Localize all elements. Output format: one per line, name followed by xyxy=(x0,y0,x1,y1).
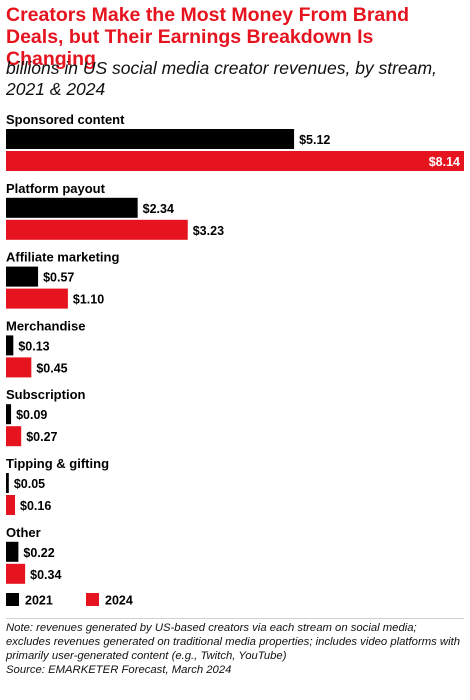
legend-label-2021: 2021 xyxy=(25,594,53,608)
bar-subscription-2024 xyxy=(6,426,22,447)
legend-swatch-2021 xyxy=(6,593,19,606)
bar-platform-payout-2021 xyxy=(6,197,138,218)
data-label-sponsored-content-2021: $5.12 xyxy=(299,133,330,147)
data-label-tipping-and-gifting-2021: $0.05 xyxy=(14,477,45,491)
bar-chart: Sponsored content $5.12 $8.14 Platform payo… xyxy=(6,112,464,608)
chart-subtitle: billions in US social media creator reve… xyxy=(6,58,437,99)
data-label-affiliate-marketing-2021: $0.57 xyxy=(43,271,74,285)
data-label-subscription-2024: $0.27 xyxy=(26,430,57,444)
legend-swatch-2024 xyxy=(86,593,99,606)
data-label-tipping-and-gifting-2024: $0.16 xyxy=(20,499,51,513)
category-label-sponsored-content: Sponsored content xyxy=(6,112,125,127)
legend-label-2024: 2024 xyxy=(105,594,133,608)
bar-tipping-and-gifting-2024 xyxy=(6,495,16,515)
data-label-merchandise-2024: $0.45 xyxy=(36,361,67,375)
data-label-merchandise-2021: $0.13 xyxy=(18,339,49,353)
bar-affiliate-marketing-2024 xyxy=(6,288,68,309)
footnote-source: Source: EMARKETER Forecast, March 2024 xyxy=(6,664,232,676)
bar-tipping-and-gifting-2021 xyxy=(6,473,9,493)
data-label-sponsored-content-2024: $8.14 xyxy=(429,155,460,169)
data-label-platform-payout-2021: $2.34 xyxy=(143,202,174,216)
bar-sponsored-content-2021 xyxy=(6,129,295,149)
category-label-platform-payout: Platform payout xyxy=(6,181,106,196)
data-label-subscription-2021: $0.09 xyxy=(16,408,47,422)
bar-platform-payout-2024 xyxy=(6,219,188,240)
category-label-tipping-and-gifting: Tipping & gifting xyxy=(6,456,109,471)
footnote: Note: revenues generated by US-based cre… xyxy=(6,621,464,677)
data-label-platform-payout-2024: $3.23 xyxy=(193,224,224,238)
footer-divider xyxy=(6,618,464,619)
bar-subscription-2021 xyxy=(6,404,12,425)
category-label-affiliate-marketing: Affiliate marketing xyxy=(6,250,119,265)
chart-title: Creators Make the Most Money From Brand … xyxy=(6,4,410,70)
bar-affiliate-marketing-2021 xyxy=(6,266,39,287)
bar-sponsored-content-2024 xyxy=(6,151,464,171)
bar-merchandise-2024 xyxy=(6,357,32,378)
data-label-other-2021: $0.22 xyxy=(23,546,54,560)
bar-merchandise-2021 xyxy=(6,335,14,356)
bar-other-2021 xyxy=(6,541,19,562)
footnote-note: Note: revenues generated by US-based cre… xyxy=(6,622,461,662)
data-label-affiliate-marketing-2024: $1.10 xyxy=(73,293,104,307)
category-label-other: Other xyxy=(6,525,41,540)
category-label-merchandise: Merchandise xyxy=(6,318,85,333)
data-label-other-2024: $0.34 xyxy=(30,568,61,582)
bar-other-2024 xyxy=(6,563,26,584)
category-label-subscription: Subscription xyxy=(6,387,86,402)
